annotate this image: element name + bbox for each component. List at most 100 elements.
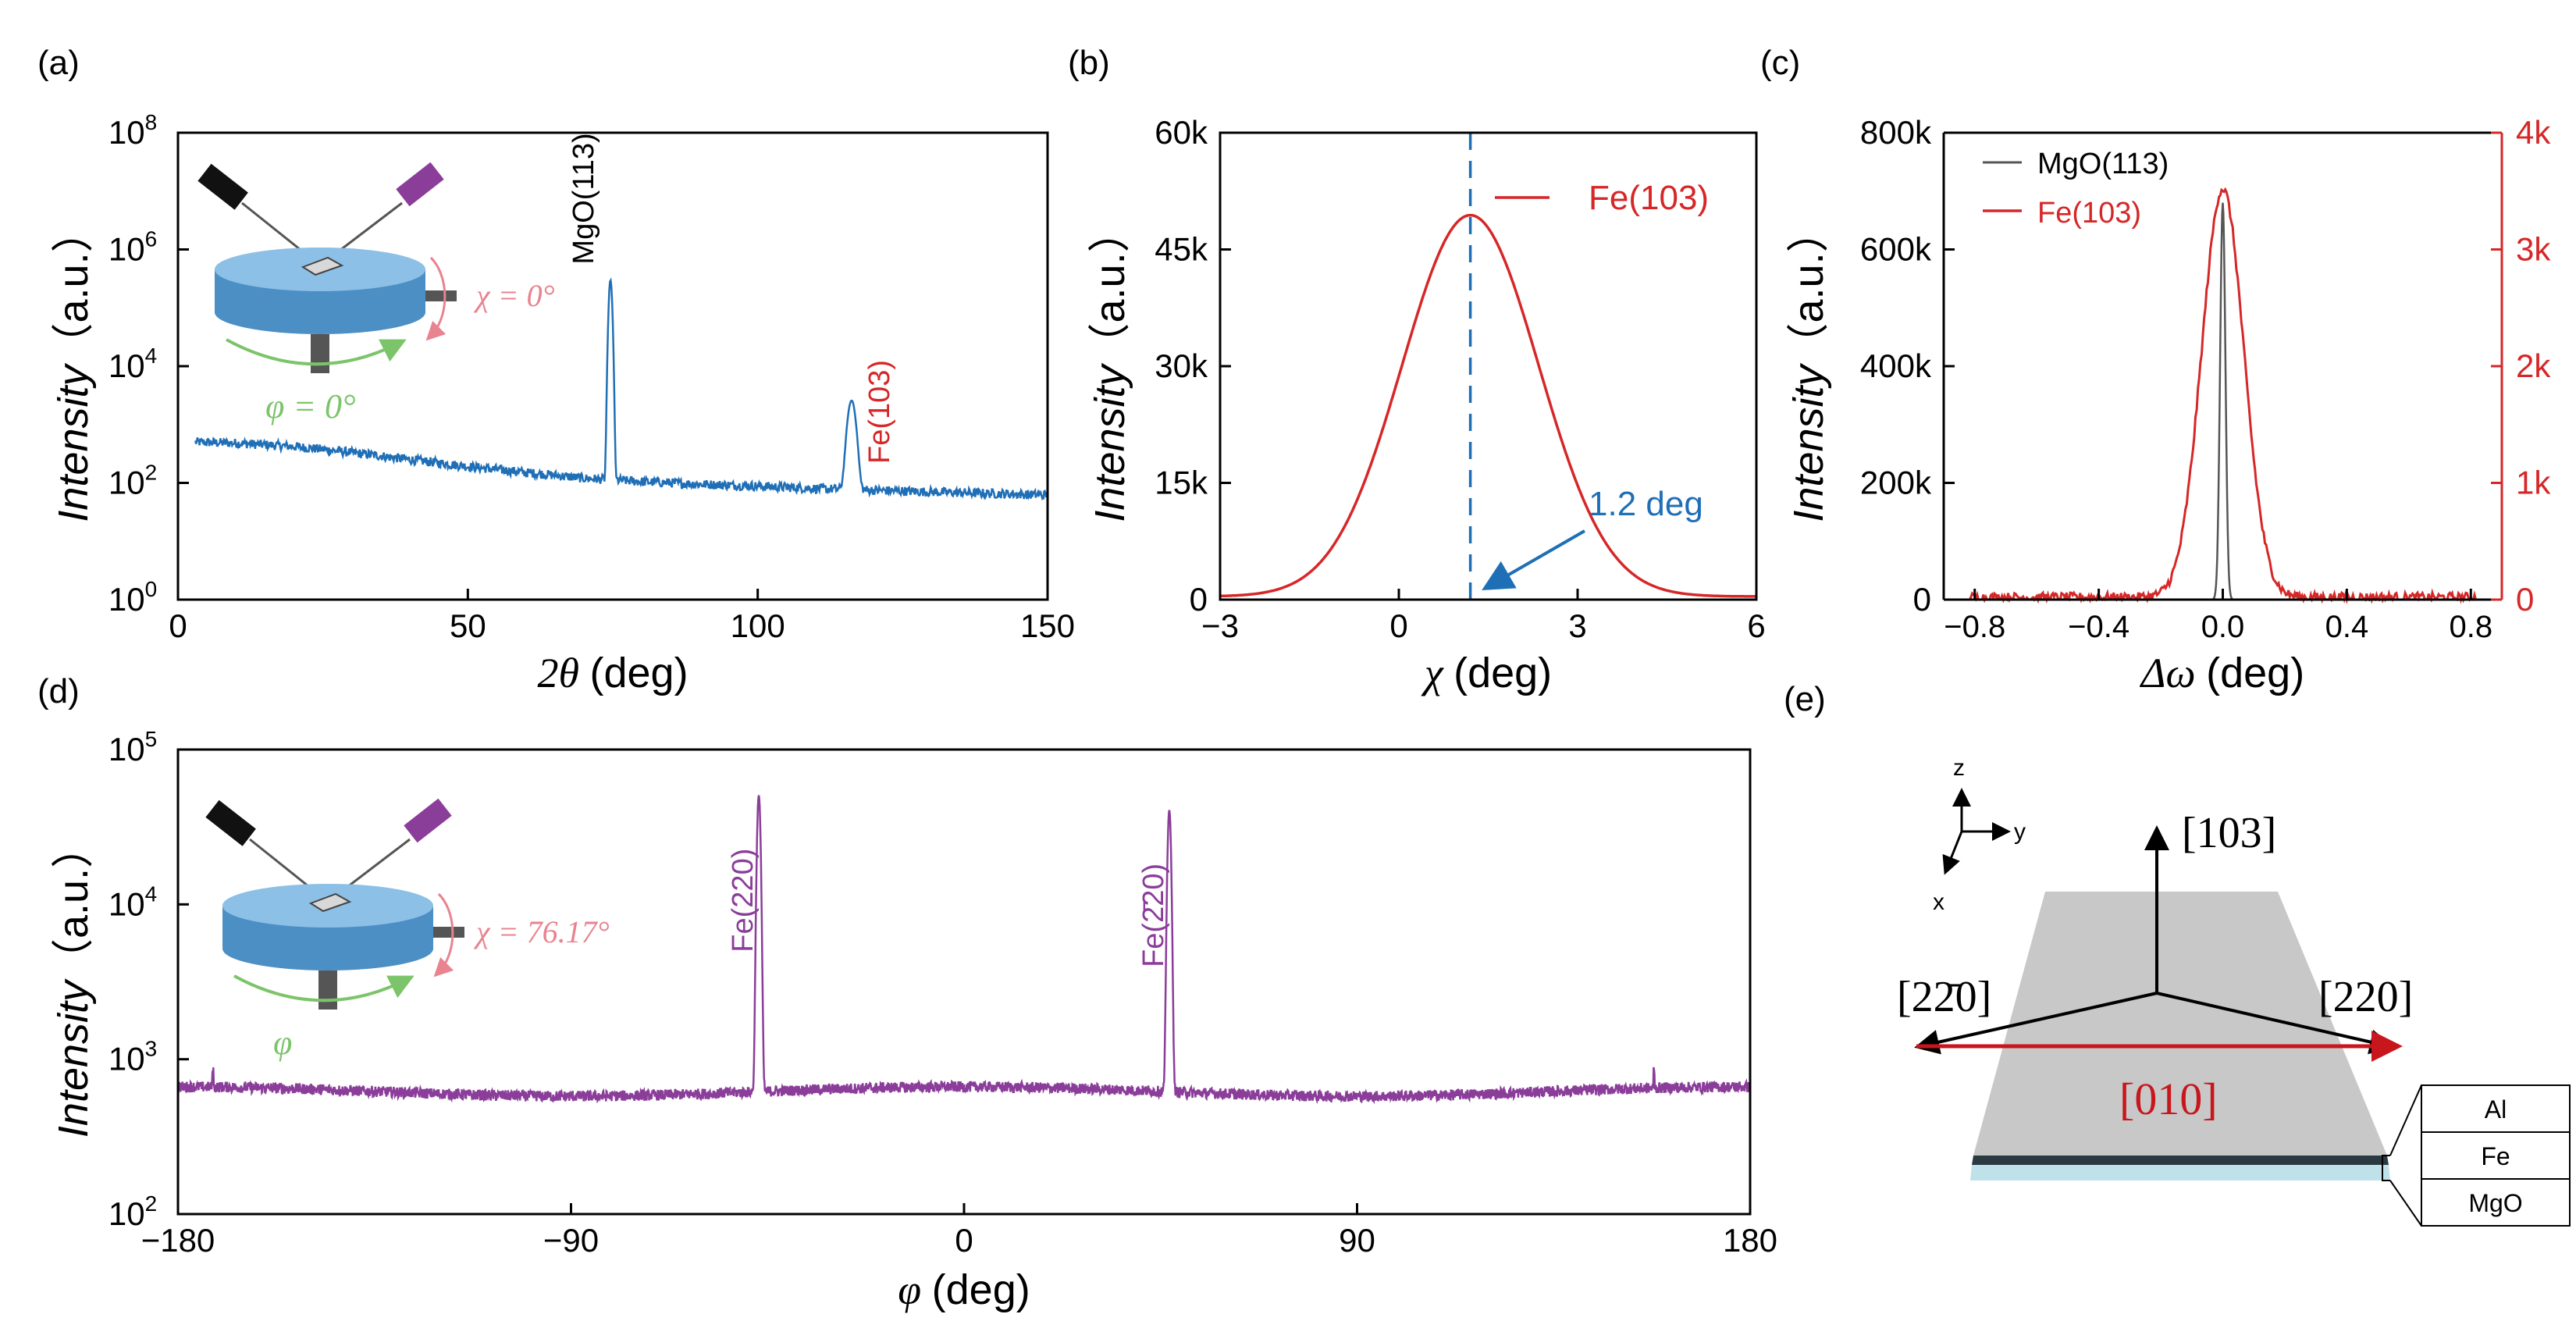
x-axis-label: 2θ (deg) xyxy=(537,650,688,696)
layer-box-fe xyxy=(2421,1131,2571,1180)
layer-label-fe: Fe xyxy=(2481,1142,2510,1170)
y-axis-label: Intensity（a.u.） xyxy=(1785,210,1832,522)
detector xyxy=(404,798,452,843)
y-tick-label-right: 1k xyxy=(2516,465,2551,501)
y-axis-title: Intensity xyxy=(50,978,97,1138)
phi-rotation-arrow xyxy=(233,974,415,1002)
x-axis-unit: (deg) xyxy=(2206,650,2304,696)
panel-label-c: (c) xyxy=(1760,44,1800,82)
crystal-orientation-schematic: z y x [103] [22̄0] [220] [010] Al Fe MgO xyxy=(1897,755,2571,1227)
y-tick-label: 100 xyxy=(109,577,157,618)
x-tick-label: −90 xyxy=(543,1222,599,1259)
x-tick-label: −3 xyxy=(1201,607,1239,644)
y-tick-exponent: 4 xyxy=(145,881,158,906)
y-tick-label: 200k xyxy=(1860,465,1932,501)
x-axis-unit: (deg) xyxy=(1453,650,1552,696)
y-tick-label-right: 3k xyxy=(2516,231,2551,268)
y-tick-exponent: 3 xyxy=(145,1037,158,1061)
x-ray-source xyxy=(197,163,248,210)
y-tick-label: 600k xyxy=(1860,231,1932,268)
x-tick-label: 50 xyxy=(450,607,486,644)
y-axis-title: Intensity xyxy=(1785,362,1832,522)
y-tick-base: 10 xyxy=(109,731,145,767)
series-line-2theta xyxy=(194,277,1048,501)
x-tick-label: 3 xyxy=(1568,607,1586,644)
y-axis-unit: （a.u.） xyxy=(50,826,97,981)
series-line-fe103 xyxy=(1220,213,1756,598)
label-220: [220] xyxy=(2318,973,2413,1021)
x-tick-label: 0 xyxy=(955,1222,973,1259)
phi-angle-label: φ xyxy=(273,1024,292,1062)
y-tick-base: 10 xyxy=(109,347,145,384)
label-2-20: [22̄0] xyxy=(1897,973,1991,1021)
y-tick-label: 105 xyxy=(109,727,157,767)
x-tick-label: 150 xyxy=(1020,607,1075,644)
x-axis-unit: (deg) xyxy=(589,650,688,696)
peak-label-fe2bar20: Fe(2̄20) xyxy=(1137,864,1170,967)
layer-box-al xyxy=(2421,1084,2571,1133)
x-axis-symbol: Δω xyxy=(2140,650,2206,696)
y-tick-base: 10 xyxy=(109,1195,145,1232)
y-tick-label: 400k xyxy=(1860,347,1932,384)
y-tick-exponent: 0 xyxy=(145,577,158,601)
x-tick-label: 0 xyxy=(169,607,187,644)
y-tick-label: 800k xyxy=(1860,114,1932,151)
axis-x-arrow xyxy=(1942,831,1963,875)
chi-angle-label: χ = 0° xyxy=(473,278,555,313)
phi-angle-label: φ = 0° xyxy=(265,387,356,426)
x-axis-symbol: χ xyxy=(1421,650,1453,696)
peak-label-mgo113: MgO(113) xyxy=(568,133,600,264)
label-010: [010] xyxy=(2119,1074,2218,1124)
y-tick-base: 10 xyxy=(109,581,145,618)
axis-y-label: y xyxy=(2014,819,2026,845)
legend-label-fe103: Fe(103) xyxy=(2037,197,2141,230)
film-fe-layer xyxy=(1972,1156,2389,1165)
y-axis-label: Intensity（a.u.） xyxy=(50,210,97,522)
chi-rotation-arrow xyxy=(425,256,447,341)
y-axis-label: Intensity（a.u.） xyxy=(50,826,97,1138)
y-tick-label-right: 4k xyxy=(2516,114,2551,151)
x-axis-label: Δω (deg) xyxy=(2140,650,2304,696)
x-tick-label: 0.0 xyxy=(2201,610,2245,644)
x-axis-unit: (deg) xyxy=(932,1266,1030,1313)
tilt-axle xyxy=(425,290,457,301)
detector xyxy=(396,162,444,207)
phi-rotation-arrow xyxy=(226,338,407,366)
series-line-phi xyxy=(176,795,1752,1105)
x-axis-symbol: φ xyxy=(898,1266,931,1313)
sample xyxy=(308,892,352,913)
label-103: [103] xyxy=(2182,809,2276,857)
y-tick-exponent: 5 xyxy=(145,727,158,751)
y-axis-unit: （a.u.） xyxy=(50,210,97,365)
y-tick-exponent: 4 xyxy=(145,344,158,368)
x-tick-label: 0.8 xyxy=(2449,610,2492,644)
tilt-axle xyxy=(433,927,464,938)
substrate-mgo-layer xyxy=(1970,1165,2390,1181)
y-axis-title: Intensity xyxy=(1087,362,1133,522)
y-tick-label: 45k xyxy=(1155,231,1208,268)
goniometer-inset-d: χ = 76.17° φ xyxy=(205,798,610,1062)
y-tick-label-right: 0 xyxy=(2516,581,2534,618)
y-tick-base: 10 xyxy=(109,1041,145,1077)
legend-label-fe103: Fe(103) xyxy=(1589,179,1709,217)
layer-bracket xyxy=(2382,1155,2390,1181)
layer-callout-bottom xyxy=(2389,1180,2422,1227)
y-tick-base: 10 xyxy=(109,885,145,922)
plot-frame xyxy=(176,131,1049,601)
legend-label-mgo113: MgO(113) xyxy=(2037,148,2169,180)
y-axis-unit: （a.u.） xyxy=(1087,210,1133,365)
y-tick-label: 102 xyxy=(109,461,157,501)
panel-c-chart: MgO(113) Fe(103) 0 200k 400k 600k 800k 0 1k 2k 3k 4… xyxy=(1785,114,2551,696)
y-tick-label: 60k xyxy=(1155,114,1208,151)
y-axis-unit: （a.u.） xyxy=(1785,210,1832,365)
chi-angle-label: χ = 76.17° xyxy=(473,914,610,949)
x-tick-label: −0.4 xyxy=(2068,610,2129,644)
panel-label-b: (b) xyxy=(1068,44,1110,82)
y-tick-label: 30k xyxy=(1155,347,1208,384)
x-tick-label: 0 xyxy=(1389,607,1407,644)
sample xyxy=(301,256,344,276)
vector-2-20 xyxy=(1914,992,2158,1055)
